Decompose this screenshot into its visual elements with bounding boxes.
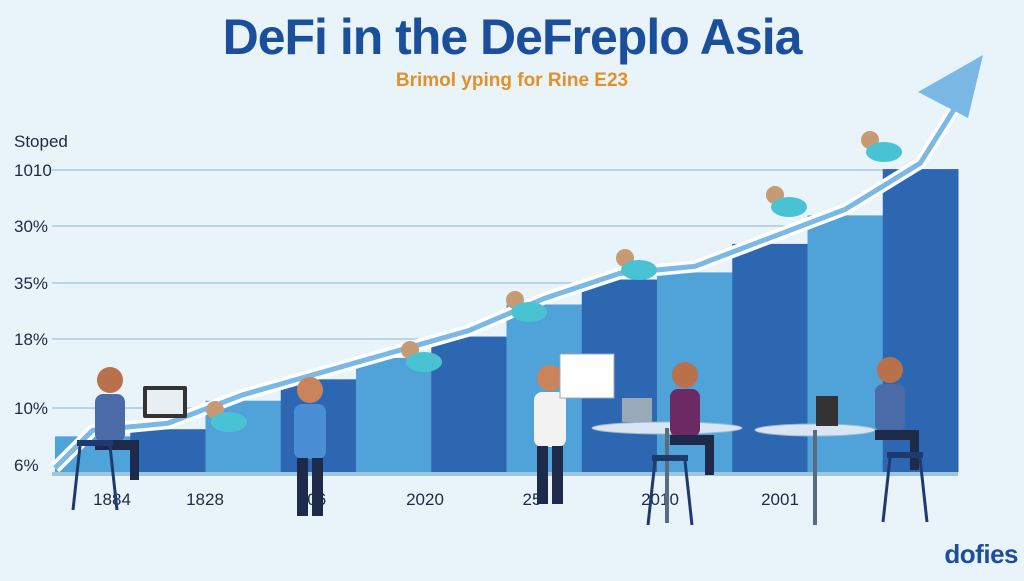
person-right-torso [875,384,905,432]
desk-leg [665,428,669,523]
x-tick-label: 2020 [406,490,444,509]
y-tick-label: 1010 [14,161,52,180]
chair-leg [108,445,119,511]
brand-logo: dofies [944,539,1018,569]
chair-leg [683,460,694,526]
bar [431,336,507,472]
x-tick-label: 25 [523,490,542,509]
climber-body [511,302,547,322]
bar [130,429,206,472]
climber-body [866,142,902,162]
climber-body [771,197,807,217]
bar [732,243,808,472]
x-tick-label: 2001 [761,490,799,509]
laptop-icon [816,396,838,426]
bar [356,357,432,472]
person-standing-torso [294,404,326,459]
person-standing-leg [312,458,323,516]
person-laptop-head [97,367,123,393]
y-tick-label: 10% [14,399,48,418]
person-standing-leg [297,458,308,516]
person-presenter-head [537,365,563,391]
person-right-head [877,357,903,383]
y-tick-label: 18% [14,330,48,349]
chart-subtitle: Brimol yping for Rine E23 [395,70,629,91]
presentation-board-icon [559,353,615,399]
climber-body [621,260,657,280]
person-seated-torso [670,389,700,437]
trend-arrowhead-icon [918,55,983,118]
person-seated-lap [670,435,712,445]
person-right-lap [875,430,917,440]
chair-leg [918,457,929,523]
person-right-shin [910,430,919,470]
trend-line [53,98,963,470]
y-tick-label: 30% [14,217,48,236]
person-laptop-torso [95,394,125,442]
climber-body [211,412,247,432]
x-tick-label: 1884 [93,490,131,509]
laptop-screen [147,390,183,414]
chair-seat [887,452,923,458]
person-standing-head [297,377,323,403]
y-tick-label: 6% [14,456,39,475]
person-presenter-leg [537,446,548,504]
y-tick-label: 35% [14,274,48,293]
person-presenter-leg [552,446,563,504]
x-tick-label: 1828 [186,490,224,509]
desk-leg [813,430,817,525]
person-presenter-torso [534,392,566,447]
x-tick-label: 2010 [641,490,679,509]
y-axis-label: Stoped [14,132,68,151]
person-seated-shin [705,435,714,475]
baseline [52,472,958,476]
laptop-icon [622,398,652,422]
person-seated-head [672,362,698,388]
chair-seat [652,455,688,461]
chair-leg [881,457,892,523]
person-laptop-shin [130,440,139,480]
climber-body [406,352,442,372]
chair-leg [646,460,657,526]
chair-leg [71,445,82,511]
person-laptop-lap [95,440,137,450]
chair-seat [77,440,113,446]
chart-title: DeFi in the DeFreplo Asia [222,9,803,65]
